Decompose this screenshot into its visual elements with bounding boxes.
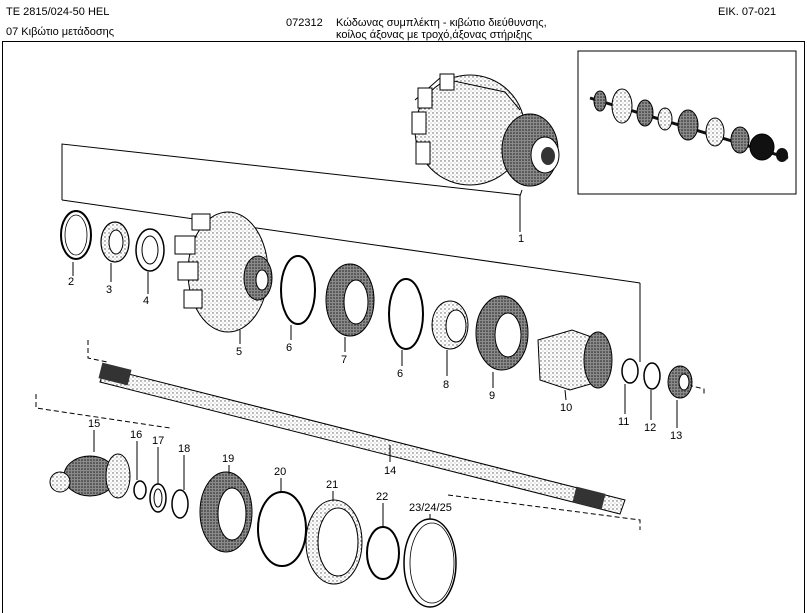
callout-12: 12 — [644, 422, 656, 434]
callout-4: 4 — [143, 295, 149, 307]
shaft-bracket — [35, 340, 705, 530]
part-5-clutch-drum — [174, 211, 273, 344]
callout-1: 1 — [518, 233, 524, 245]
part-16-ring — [133, 441, 147, 500]
title-line-2: κοίλος άξονας με τροχό,άξονας στήριξης — [336, 29, 533, 41]
callout-10: 10 — [560, 402, 572, 414]
callout-9: 9 — [489, 390, 495, 402]
callout-6-left: 6 — [286, 342, 292, 354]
inset-assembly-view — [577, 50, 797, 195]
callout-18: 18 — [178, 443, 190, 455]
callout-11: 11 — [618, 416, 629, 428]
callout-17: 17 — [152, 435, 164, 447]
part-23-24-25-shim — [403, 514, 457, 608]
callout-3: 3 — [106, 284, 112, 296]
part-3-slotted-nut — [100, 221, 130, 282]
part-22-circlip — [366, 503, 400, 580]
callout-6-right: 6 — [397, 368, 403, 380]
group-1-bracket — [61, 143, 641, 362]
part-1-clutch-bell-assembly — [411, 73, 560, 187]
callout-16: 16 — [130, 429, 142, 441]
callout-13: 13 — [670, 430, 682, 442]
part-9-bearing — [475, 295, 529, 388]
figure-reference: ΕΙΚ. 07-021 — [718, 6, 777, 18]
part-13-needle-bearing — [667, 365, 693, 428]
header-divider — [2, 41, 805, 42]
callout-23-24-25: 23/24/25 — [409, 502, 452, 514]
callout-20: 20 — [274, 466, 286, 478]
callout-labels: 1 2 3 4 5 6 7 6 8 9 10 11 12 13 14 15 16… — [68, 233, 682, 514]
part-12-washer — [643, 362, 661, 420]
part-20-snap-ring — [257, 478, 307, 567]
part-10-gear-hub — [537, 329, 613, 401]
part-17-washer — [149, 447, 167, 513]
callout-7: 7 — [341, 354, 347, 366]
part-6-circlip-left — [280, 255, 316, 340]
part-4-lock-washer — [135, 228, 165, 294]
frame-right — [804, 41, 805, 613]
callout-2: 2 — [68, 276, 74, 288]
title-line-1: Κώδωνας συμπλέκτη - κιβώτιο διεύθυνσης, — [336, 17, 547, 29]
callout-15: 15 — [88, 418, 100, 430]
model-number: TE 2815/024-50 HEL — [6, 6, 110, 18]
part-21-shim — [305, 491, 363, 585]
callout-22: 22 — [376, 491, 388, 503]
part-code: 072312 — [286, 17, 323, 29]
part-11-ring — [621, 358, 639, 414]
callout-5: 5 — [236, 346, 242, 358]
callout-14: 14 — [384, 465, 396, 477]
part-6-circlip-right — [388, 278, 424, 366]
part-18-circlip — [171, 455, 189, 519]
frame-left — [2, 41, 3, 613]
callout-21: 21 — [326, 479, 338, 491]
part-7-ball-bearing — [325, 263, 375, 352]
part-14-shaft — [98, 362, 626, 515]
callout-19: 19 — [222, 453, 234, 465]
callout-8: 8 — [443, 379, 449, 391]
part-15-gear — [49, 430, 131, 499]
part-2-snap-ring — [60, 210, 92, 276]
group-name: 07 Κιβώτιο μετάδοσης — [6, 26, 115, 38]
part-19-ball-bearing — [199, 465, 253, 553]
part-8-sleeve — [431, 300, 469, 376]
header: TE 2815/024-50 HEL 07 Κιβώτιο μετάδοσης … — [0, 0, 807, 41]
